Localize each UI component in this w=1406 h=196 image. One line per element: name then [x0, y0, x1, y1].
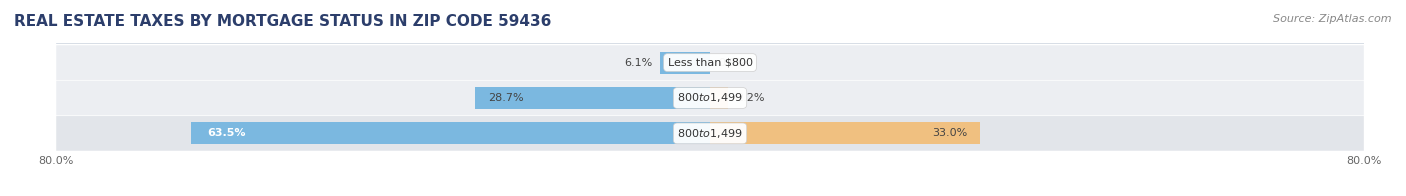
Text: REAL ESTATE TAXES BY MORTGAGE STATUS IN ZIP CODE 59436: REAL ESTATE TAXES BY MORTGAGE STATUS IN …: [14, 14, 551, 29]
FancyBboxPatch shape: [56, 81, 1364, 115]
Text: 2.2%: 2.2%: [737, 93, 765, 103]
Text: Source: ZipAtlas.com: Source: ZipAtlas.com: [1274, 14, 1392, 24]
Bar: [710, 122, 980, 144]
FancyBboxPatch shape: [56, 116, 1364, 151]
Bar: [661, 52, 710, 74]
Bar: [191, 122, 710, 144]
Text: 63.5%: 63.5%: [208, 128, 246, 138]
Text: 6.1%: 6.1%: [624, 58, 652, 68]
Text: 33.0%: 33.0%: [932, 128, 967, 138]
Text: 0.0%: 0.0%: [718, 58, 747, 68]
Bar: [710, 87, 728, 109]
Text: $800 to $1,499: $800 to $1,499: [678, 127, 742, 140]
Text: 28.7%: 28.7%: [488, 93, 523, 103]
FancyBboxPatch shape: [56, 45, 1364, 80]
Text: $800 to $1,499: $800 to $1,499: [678, 92, 742, 104]
Bar: [475, 87, 710, 109]
Text: Less than $800: Less than $800: [668, 58, 752, 68]
